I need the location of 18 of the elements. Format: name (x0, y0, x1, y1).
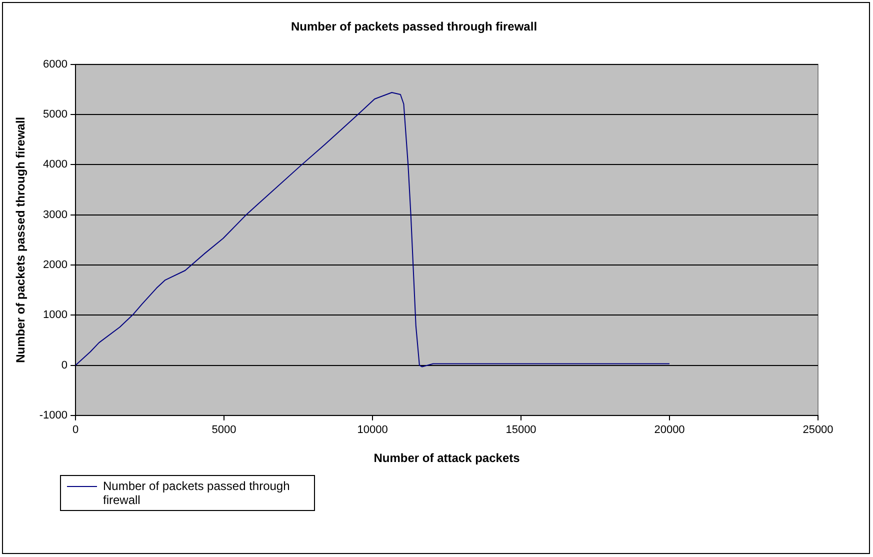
x-tick-label: 5000 (212, 424, 236, 436)
y-tick-label: 6000 (43, 58, 68, 70)
x-tick-label: 15000 (506, 424, 536, 436)
y-axis-title: Number of packets passed through firewall (14, 116, 28, 363)
y-tick-label: 5000 (43, 108, 68, 121)
legend-label: Number of packets passed through firewall (103, 479, 291, 507)
x-tick-label: 25000 (802, 424, 834, 436)
chart-title: Number of packets passed through firewall (290, 20, 538, 34)
y-tick-label: 0 (61, 359, 68, 372)
y-tick-label: 3000 (43, 208, 68, 221)
y-tick-label: 2000 (43, 259, 68, 272)
y-tick-label: 4000 (43, 158, 68, 171)
x-tick-label: 10000 (357, 424, 388, 436)
y-tick-label: 1000 (43, 309, 68, 322)
x-axis-title: Number of attack packets (374, 451, 520, 466)
y-tick-label: -1000 (39, 409, 68, 422)
x-tick-label: 20000 (654, 424, 685, 436)
x-tick-label: 0 (72, 424, 79, 436)
